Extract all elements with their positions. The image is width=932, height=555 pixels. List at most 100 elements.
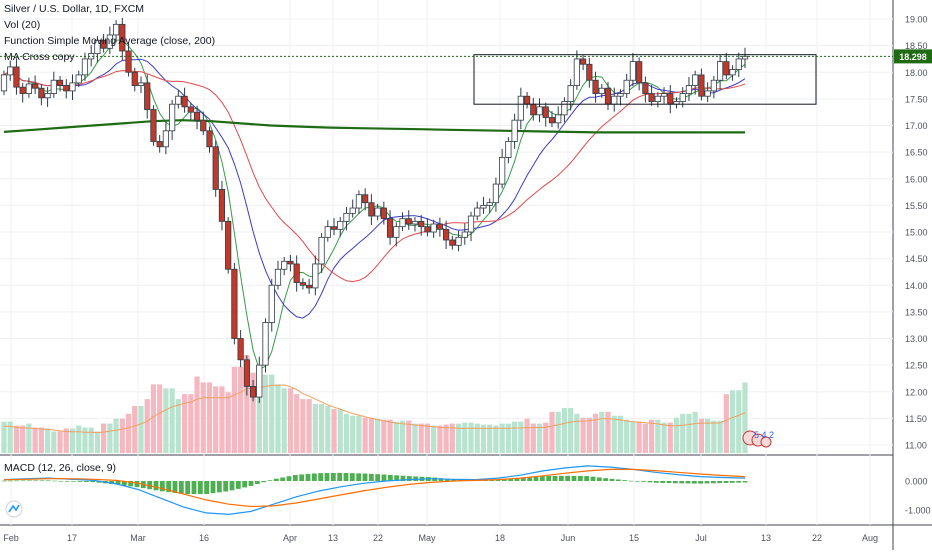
candle-down: [38, 87, 45, 99]
candle-up: [611, 95, 618, 105]
candle-up: [536, 106, 543, 116]
macd-histogram-bar: [223, 481, 229, 492]
volume-bar: [655, 419, 661, 453]
symbol-title[interactable]: Silver / U.S. Dollar, 1D, FXCM: [4, 3, 145, 15]
volume-bar: [63, 428, 69, 453]
price-tick-label: 15.00: [905, 228, 928, 238]
legend-volume[interactable]: Vol (20): [4, 19, 41, 31]
candle-up: [312, 263, 319, 289]
legend-ma-cross[interactable]: MA Cross copy: [4, 51, 75, 63]
macd-histogram-bar: [280, 477, 286, 481]
candle-down: [19, 86, 26, 94]
volume-bar: [648, 419, 655, 453]
axis-layer: 19.00 18.50 18.00 17.50 17.00 16.50 16.00 15.50…: [3, 15, 932, 543]
macd-histogram-bar: [590, 476, 596, 481]
price-tick-label: 11.50: [905, 414, 927, 424]
volume-bar: [505, 423, 511, 453]
macd-histogram-bar: [546, 475, 552, 481]
macd-histogram-bar: [349, 473, 355, 481]
legend-sma200[interactable]: Function Simple Moving Average (close, 2…: [4, 35, 216, 47]
volume-bar: [1, 421, 7, 453]
price-tick-label: 17.50: [905, 94, 928, 104]
macd-histogram-bar: [324, 473, 330, 481]
candle-down: [150, 109, 157, 142]
candle-down: [604, 87, 612, 105]
volume-bar: [524, 418, 530, 453]
macd-histogram-bar: [229, 481, 235, 491]
macd-histogram-bar: [387, 474, 393, 481]
macd-histogram-bar: [444, 478, 450, 481]
candle-up: [430, 223, 437, 233]
macd-histogram-bar: [337, 472, 343, 481]
volume-bar: [599, 411, 605, 453]
macd-legend[interactable]: MACD (12, 26, close, 9): [4, 462, 117, 474]
time-tick-label: 13: [328, 533, 338, 543]
volume-bar: [455, 423, 462, 453]
volume-bar: [82, 427, 88, 453]
macd-histogram-bar: [451, 479, 457, 481]
macd-histogram-bar: [615, 479, 621, 481]
candle-down: [206, 130, 213, 148]
macd-histogram-bar: [723, 481, 729, 483]
macd-histogram-bar: [577, 475, 583, 481]
volume-bar: [318, 404, 325, 453]
macd-histogram-bar: [115, 481, 121, 485]
volume-bar: [686, 413, 692, 453]
event-flag-icon[interactable]: [760, 436, 772, 448]
volume-bar: [568, 407, 574, 453]
volume-ma-line: [4, 384, 746, 434]
event-badge-label: 5 4 2: [754, 430, 774, 440]
volume-bar: [431, 425, 437, 453]
candle-up: [175, 95, 182, 105]
macd-histogram-bar: [90, 481, 96, 483]
volume-bar: [518, 421, 524, 453]
volume-bar: [561, 407, 568, 453]
candle-up: [162, 130, 169, 148]
macd-histogram-bar: [672, 481, 678, 484]
macd-histogram-bar: [603, 478, 609, 481]
volume-bar: [337, 408, 343, 453]
time-tick-label: 16: [199, 533, 209, 543]
macd-histogram-bar: [653, 481, 659, 483]
macd-histogram-bar: [330, 472, 336, 481]
candle-up: [573, 58, 580, 86]
candle-up: [44, 93, 51, 99]
macd-histogram-bar: [438, 478, 444, 481]
macd-histogram-bar: [628, 480, 634, 482]
candle-down: [293, 263, 300, 283]
last-price-tag[interactable]: [894, 49, 932, 64]
price-tick-label: 16.00: [905, 174, 928, 184]
volume-bar: [474, 423, 480, 453]
volume-bar: [169, 388, 175, 453]
volume-bar: [200, 382, 206, 453]
candle-up: [505, 141, 512, 158]
volume-bar: [225, 392, 231, 453]
volume-bar: [543, 422, 549, 453]
macd-histogram-bar: [710, 481, 716, 484]
macd-histogram-bar: [305, 473, 311, 481]
macd-tick-label: -1.000: [905, 506, 931, 516]
volume-bar: [57, 431, 63, 453]
candle-up: [729, 69, 736, 76]
volume-bar: [406, 420, 412, 453]
volume-bar: [294, 394, 300, 453]
volume-bar: [487, 424, 493, 453]
volume-bar: [107, 423, 113, 453]
candle-down: [586, 63, 593, 81]
candle-up: [0, 74, 8, 92]
macd-histogram-bar: [286, 476, 292, 481]
tradingview-logo-icon: [5, 500, 23, 518]
volume-bar: [69, 428, 76, 453]
macd-tick-label: 0.000: [905, 477, 928, 487]
volume-bar: [281, 388, 287, 453]
macd-histogram-bar: [400, 475, 406, 481]
consolidation-rectangle[interactable]: [473, 54, 817, 105]
macd-histogram-bar: [185, 481, 191, 495]
candle-down: [125, 50, 132, 73]
macd-histogram-bar: [736, 481, 742, 483]
volume-bar: [736, 390, 742, 453]
volume-bar: [350, 415, 356, 453]
macd-histogram-bar: [267, 480, 273, 481]
